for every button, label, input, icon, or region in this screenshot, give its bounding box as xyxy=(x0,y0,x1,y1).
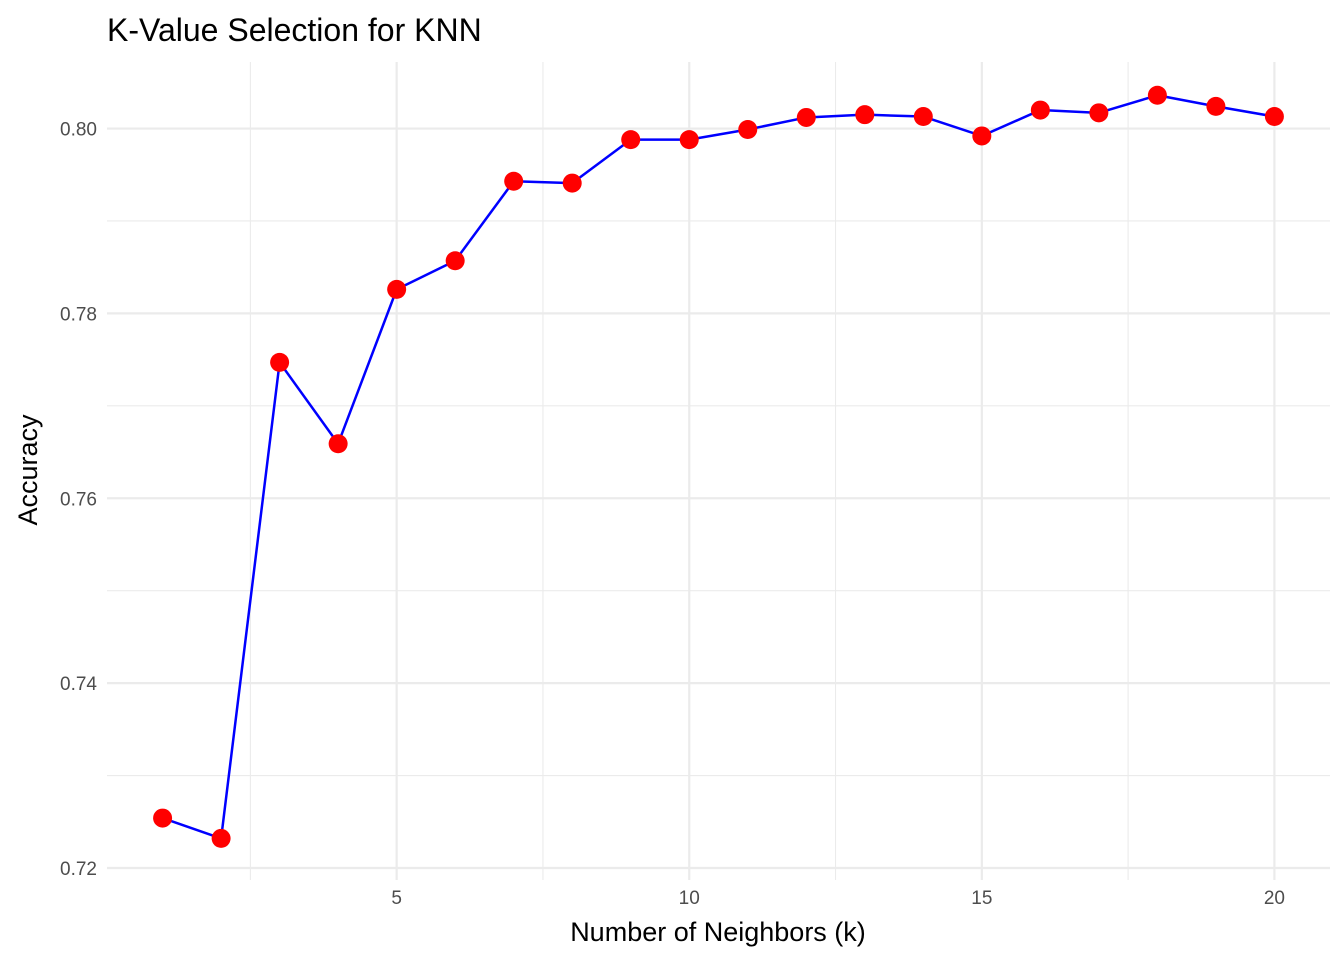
series-line xyxy=(162,94,1275,840)
x-axis-title: Number of Neighbors (k) xyxy=(570,917,866,947)
data-point xyxy=(1089,103,1109,123)
chart-title: K-Value Selection for KNN xyxy=(107,12,482,48)
data-point xyxy=(270,352,290,372)
y-tick-label: 0.74 xyxy=(60,674,97,695)
data-point xyxy=(153,808,173,828)
data-point xyxy=(445,251,465,271)
data-point xyxy=(387,279,407,299)
y-axis-tick-labels: 0.72 0.74 0.76 0.78 0.80 xyxy=(60,120,97,880)
data-point xyxy=(1147,85,1167,105)
y-tick-label: 0.72 xyxy=(60,859,97,880)
data-point xyxy=(621,130,641,150)
x-tick-label: 5 xyxy=(391,888,402,909)
y-tick-label: 0.78 xyxy=(60,304,97,325)
data-point xyxy=(738,119,758,139)
series-layer xyxy=(153,85,1284,848)
data-point xyxy=(796,107,816,127)
data-point xyxy=(211,828,231,848)
data-point xyxy=(1206,96,1226,116)
y-tick-label: 0.80 xyxy=(60,120,97,141)
x-tick-label: 20 xyxy=(1264,888,1285,909)
data-point xyxy=(1030,100,1050,120)
y-tick-label: 0.76 xyxy=(60,489,97,510)
major-gridlines xyxy=(107,62,1330,880)
data-point xyxy=(562,173,582,193)
data-point xyxy=(1264,107,1284,127)
data-point xyxy=(679,130,699,150)
y-axis-title: Accuracy xyxy=(13,414,43,526)
x-tick-label: 15 xyxy=(971,888,992,909)
x-axis-tick-labels: 5 10 15 20 xyxy=(391,888,1285,909)
data-point xyxy=(855,105,875,125)
minor-gridlines xyxy=(107,62,1330,880)
x-tick-label: 10 xyxy=(679,888,700,909)
data-point xyxy=(328,434,348,454)
data-point xyxy=(972,126,992,146)
data-point xyxy=(504,171,524,191)
data-point xyxy=(913,107,933,127)
